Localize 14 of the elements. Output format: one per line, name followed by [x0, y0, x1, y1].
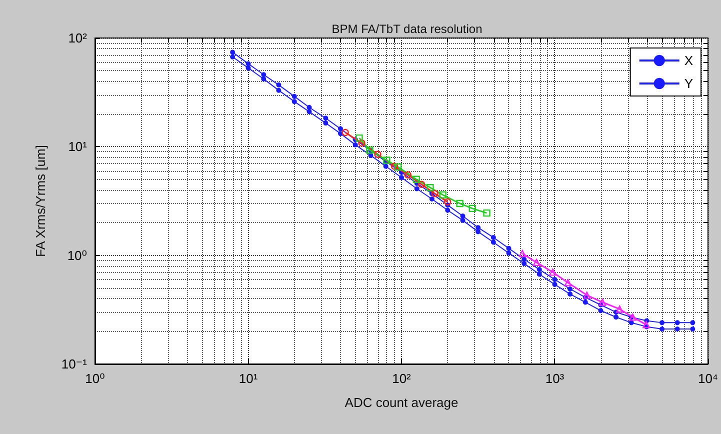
x-tick-label: 10⁰ — [85, 371, 105, 386]
x-tick-label: 10⁴ — [698, 371, 718, 386]
y-tick-label: 10² — [68, 30, 88, 46]
y-tick-label: 10⁰ — [67, 248, 87, 263]
legend-label: X — [684, 53, 694, 68]
y-tick-label: 10¹ — [68, 139, 88, 154]
x-tick-label: 10³ — [545, 371, 565, 386]
x-axis-title: ADC count average — [344, 395, 458, 410]
x-tick-label: 10² — [392, 371, 412, 386]
legend-label: Y — [684, 76, 694, 91]
y-axis-title: FA Xrms/Yrms [um] — [33, 145, 48, 257]
chart-title: BPM FA/TbT data resolution — [332, 22, 482, 36]
x-tick-label: 10¹ — [238, 371, 258, 386]
y-tick-label: 10⁻¹ — [61, 356, 88, 372]
